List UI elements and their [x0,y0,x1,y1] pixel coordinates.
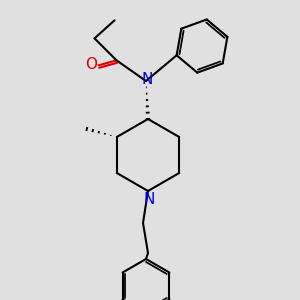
Text: N: N [141,73,153,88]
Text: O: O [85,57,98,72]
Text: N: N [143,193,155,208]
